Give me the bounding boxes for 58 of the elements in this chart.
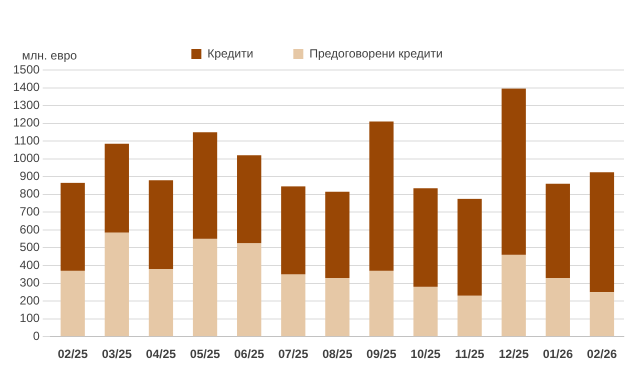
bar (413, 188, 438, 287)
y-tick-label: 400 (20, 258, 40, 272)
y-tick-label: 1500 (12, 62, 40, 76)
bar (281, 274, 306, 336)
bar (590, 172, 614, 292)
y-tick-label: 900 (20, 168, 40, 183)
x-tick-label: 08/25 (322, 347, 353, 362)
x-tick-label: 01/26 (542, 347, 574, 362)
x-tick-label: 05/25 (190, 347, 220, 362)
bar (60, 182, 85, 271)
y-tick-label: 1300 (12, 98, 40, 112)
y-axis-title: млн. евро (22, 48, 78, 62)
bar (60, 270, 85, 336)
y-tick-label: 300 (20, 276, 40, 290)
bar (546, 184, 570, 278)
legend-label: Предоговорени кредити (309, 46, 443, 60)
x-tick-label: 06/25 (234, 347, 264, 362)
bar (192, 238, 218, 336)
bar (458, 198, 482, 296)
x-tick-label: 12/25 (498, 347, 530, 362)
bar (325, 192, 350, 278)
y-tick-label: 1400 (12, 80, 40, 94)
y-tick-label: 200 (20, 293, 40, 308)
x-tick-label: 02/25 (58, 347, 88, 362)
x-tick-label: 09/25 (366, 347, 397, 362)
bar (413, 286, 438, 336)
y-tick-label: 0 (33, 328, 40, 343)
bar (458, 296, 482, 336)
legend-label: Кредити (207, 46, 254, 60)
x-tick-label: 07/25 (278, 347, 309, 362)
bar (590, 292, 614, 336)
bar (281, 186, 306, 274)
bar (237, 155, 262, 244)
y-tick-label: 1100 (14, 133, 40, 148)
y-tick-label: 500 (20, 240, 40, 254)
bar (237, 243, 262, 336)
bar (104, 144, 129, 233)
y-tick-label: 600 (20, 222, 40, 236)
bar (148, 269, 174, 336)
y-tick-label: 700 (20, 204, 40, 218)
bar (369, 270, 394, 336)
bar (502, 88, 526, 255)
x-tick-label: 10/25 (410, 347, 441, 362)
bar (148, 180, 174, 270)
x-tick-label: 04/25 (146, 347, 176, 362)
y-tick-label: 800 (20, 186, 40, 201)
bar (546, 278, 570, 336)
bar (104, 232, 129, 336)
bar (192, 132, 218, 239)
bar (502, 254, 526, 336)
x-tick-label: 11/25 (454, 347, 485, 362)
bar (325, 278, 350, 336)
y-tick-label: 1200 (12, 116, 40, 130)
y-tick-label: 1000 (12, 151, 40, 166)
y-tick-label: 100 (20, 311, 40, 326)
bar (369, 122, 394, 271)
x-tick-label: 02/26 (586, 347, 618, 362)
x-tick-label: 03/25 (102, 347, 132, 362)
